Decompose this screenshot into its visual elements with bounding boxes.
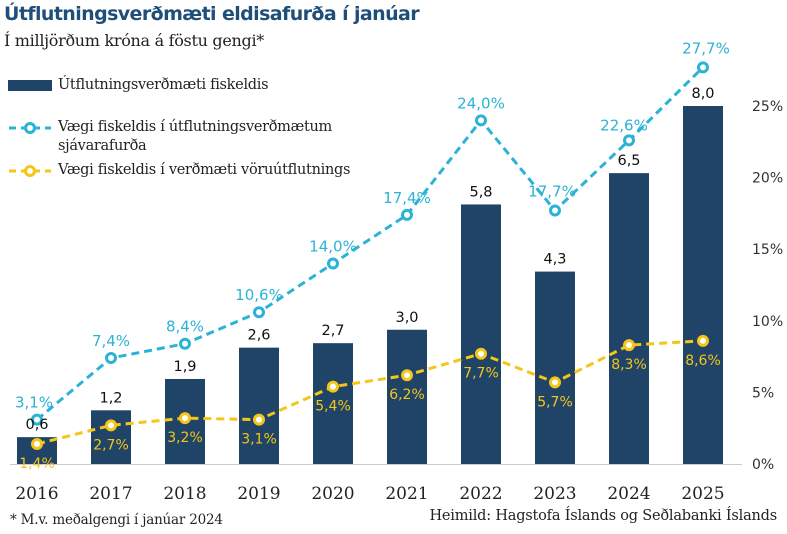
x-axis-tick-label: 2023 (533, 484, 576, 504)
x-axis-tick-label: 2021 (385, 484, 428, 504)
vorutflutnings-share-line (36, 339, 704, 446)
bar (535, 271, 575, 464)
bar (683, 106, 723, 464)
legend-label-line2: sjávarafurða (58, 138, 147, 154)
y-axis-tick-label: 0% (752, 457, 774, 473)
vorutflutnings-share-point (697, 334, 709, 347)
sjavarafurda-share-line (36, 66, 705, 421)
bar (313, 343, 353, 464)
sjavarafurda-share-point (105, 352, 117, 365)
y-axis-tick-label: 5% (752, 385, 774, 401)
bar (387, 329, 427, 464)
legend-bar-swatch (8, 80, 52, 91)
vorutflutnings-share-point (475, 347, 487, 360)
sjavarafurda-share-point (31, 413, 43, 426)
yellow-data-label: 8,6% (685, 353, 721, 369)
bar (239, 347, 279, 464)
legend-label: Vægi fiskeldis í verðmæti vöruútflutning… (58, 162, 351, 178)
chart-subtitle: Í milljörðum króna á föstu gengi* (4, 31, 264, 50)
yellow-data-label: 5,7% (537, 394, 573, 410)
legend-item-bars: Útflutningsverðmæti fiskeldis (8, 76, 269, 101)
sjavarafurda-share-point (253, 306, 265, 319)
y-axis-tick-label: 25% (752, 99, 783, 115)
x-axis-tick-label: 2024 (607, 484, 650, 504)
bar (609, 173, 649, 464)
bar-data-label: 5,8 (469, 184, 492, 200)
bar-data-label: 2,7 (321, 323, 344, 339)
sjavarafurda-share-point (327, 257, 339, 270)
bar-data-label: 4,3 (543, 252, 566, 268)
cyan-data-label: 10,6% (235, 286, 283, 304)
x-axis-tick-label: 2019 (237, 484, 280, 504)
legend-item-cyan-line: Vægi fiskeldis í útflutningsverðmætum sj… (8, 118, 332, 154)
cyan-data-label: 14,0% (309, 238, 357, 256)
sjavarafurda-share-point (475, 114, 487, 127)
y-axis-tick-label: 15% (752, 242, 783, 258)
bar-data-label: 6,5 (617, 153, 640, 169)
legend-label: Útflutningsverðmæti fiskeldis (58, 77, 269, 93)
legend-cyan-line-icon (9, 122, 51, 134)
vorutflutnings-share-point (179, 412, 191, 425)
x-axis-tick-label: 2018 (163, 484, 206, 504)
vorutflutnings-share-point (327, 380, 339, 393)
y-axis-tick-label: 10% (752, 314, 783, 330)
bar-data-label: 1,9 (173, 359, 196, 375)
bar-data-label: 1,2 (99, 390, 122, 406)
legend-item-yellow-line: Vægi fiskeldis í verðmæti vöruútflutning… (8, 161, 350, 186)
footnote: * M.v. meðalgengi í janúar 2024 (10, 512, 223, 528)
yellow-data-label: 8,3% (611, 357, 647, 373)
cyan-data-label: 24,0% (457, 94, 505, 112)
yellow-data-label: 5,4% (315, 399, 351, 415)
sjavarafurda-share-point (623, 134, 635, 147)
legend-yellow-line-icon (9, 165, 51, 177)
x-axis-tick-label: 2020 (311, 484, 354, 504)
bar-data-label: 3,0 (395, 310, 418, 326)
cyan-data-label: 3,1% (15, 394, 53, 412)
yellow-data-label: 1,4% (19, 456, 55, 472)
sjavarafurda-share-point (179, 337, 191, 350)
yellow-data-label: 3,1% (241, 432, 277, 448)
cyan-data-label: 17,4% (383, 189, 431, 207)
vorutflutnings-share-point (549, 376, 561, 389)
x-axis-tick-label: 2017 (89, 484, 132, 504)
yellow-data-label: 2,7% (93, 437, 129, 453)
x-axis-tick-label: 2022 (459, 484, 502, 504)
sjavarafurda-share-point (549, 204, 561, 217)
cyan-data-label: 17,7% (528, 183, 576, 201)
bar-data-label: 8,0 (691, 86, 714, 102)
bar (91, 410, 131, 464)
yellow-data-label: 7,7% (463, 366, 499, 382)
bar-data-label: 0,6 (25, 417, 48, 433)
x-axis-tick-label: 2025 (681, 484, 724, 504)
vorutflutnings-share-point (31, 437, 43, 450)
sjavarafurda-share-point (697, 61, 709, 74)
vorutflutnings-share-point (253, 413, 265, 426)
cyan-data-label: 8,4% (166, 318, 204, 336)
legend-label: Vægi fiskeldis í útflutningsverðmætum sj… (58, 118, 332, 156)
yellow-data-label: 3,2% (167, 430, 203, 446)
vorutflutnings-share-point (401, 369, 413, 382)
cyan-data-label: 7,4% (92, 332, 130, 350)
x-axis-tick-label: 2016 (15, 484, 58, 504)
bar (461, 204, 501, 464)
sjavarafurda-share-point (401, 208, 413, 221)
cyan-data-label: 27,7% (682, 39, 730, 57)
bar-data-label: 2,6 (247, 328, 270, 344)
chart-title: Útflutningsverðmæti eldisafurða í janúar (4, 3, 420, 25)
yellow-data-label: 6,2% (389, 387, 425, 403)
cyan-data-label: 22,6% (600, 116, 648, 134)
vorutflutnings-share-point (105, 419, 117, 432)
y-axis-tick-label: 20% (752, 171, 783, 187)
source-note: Heimild: Hagstofa Íslands og Seðlabanki … (429, 508, 777, 524)
legend-label-line1: Vægi fiskeldis í útflutningsverðmætum (58, 119, 332, 135)
vorutflutnings-share-point (623, 339, 635, 352)
